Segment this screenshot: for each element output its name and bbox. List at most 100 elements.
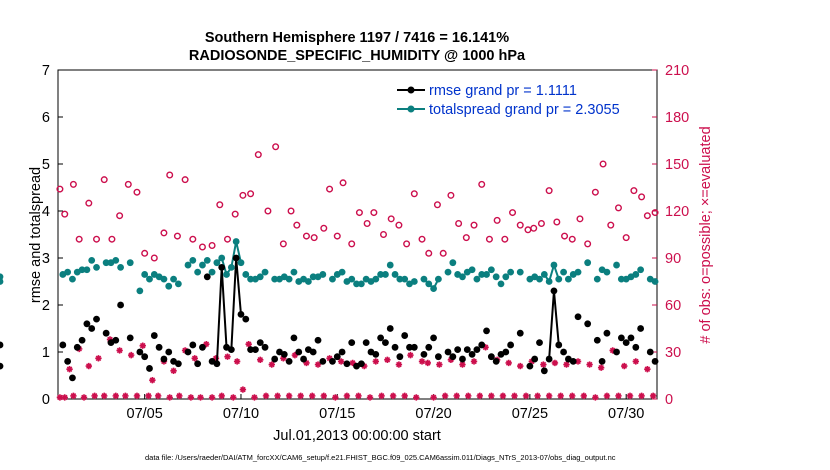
spread-point [174, 280, 182, 288]
y-tick-label-left: 2 [42, 298, 50, 314]
spread-point [319, 271, 327, 278]
y-tick-label-left: 5 [42, 157, 50, 173]
obs-possible-marker [166, 171, 174, 179]
spread-point [536, 275, 543, 283]
obs-evaluated-marker [80, 394, 88, 401]
obs-evaluated-marker [424, 359, 432, 367]
obs-evaluated-marker [545, 392, 553, 400]
spread-point [478, 271, 486, 278]
rmse-point [319, 358, 327, 365]
obs-evaluated-marker [430, 394, 437, 401]
obs-possible-marker [85, 199, 93, 207]
obs-evaluated-marker [551, 359, 559, 367]
obs-possible-marker [651, 209, 659, 217]
rmse-point [357, 360, 365, 368]
obs-possible-marker [553, 218, 561, 226]
rmse-point [232, 254, 240, 262]
spread-point [218, 254, 226, 262]
legend: rmse grand pr = 1.1111 totalspread grand… [397, 83, 620, 118]
obs-evaluated-marker [372, 358, 379, 365]
spread-point [184, 261, 192, 269]
rmse-point [218, 264, 226, 271]
rmse-point [117, 301, 124, 309]
obs-evaluated-marker [291, 351, 299, 359]
obs-possible-marker [643, 212, 651, 220]
obs-evaluated-marker [649, 392, 657, 400]
spread-point [165, 282, 173, 290]
spread-point [613, 261, 620, 269]
spread-point [430, 285, 437, 292]
rmse-point [507, 341, 515, 349]
obs-possible-marker [320, 224, 328, 232]
footnote: data file: /Users/raeder/DAI/ATM_forcXX/… [145, 453, 616, 462]
spread-point [102, 259, 110, 267]
rmse-point [252, 346, 259, 354]
obs-evaluated-marker [459, 361, 466, 368]
obs-evaluated-marker [378, 392, 385, 400]
spread-point [93, 264, 100, 271]
plot-frame [57, 69, 658, 400]
obs-evaluated-marker [332, 394, 339, 401]
spread-point [550, 261, 558, 269]
x-tick-label: 07/10 [223, 406, 259, 422]
rmse-point [502, 348, 510, 356]
obs-evaluated-marker [626, 392, 634, 400]
rmse-point [165, 348, 173, 356]
spread-point [64, 268, 72, 276]
obs-evaluated-marker [580, 392, 588, 400]
obs-possible-marker [333, 232, 341, 240]
rmse-point [487, 353, 495, 361]
obs-evaluated-marker [320, 392, 327, 400]
obs-possible-marker [287, 207, 295, 215]
spread-point [304, 278, 312, 285]
obs-possible-marker [462, 234, 470, 242]
obs-possible-marker [485, 235, 493, 243]
obs-evaluated-marker [355, 392, 362, 400]
rmse-point [160, 355, 168, 363]
obs-possible-marker [181, 176, 189, 184]
spread-point [483, 271, 490, 278]
rmse-point [574, 313, 582, 321]
chart-subtitle: RADIOSONDE_SPECIFIC_HUMIDITY @ 1000 hPa [189, 48, 526, 64]
obs-evaluated-marker [349, 359, 356, 367]
spread-point [632, 271, 640, 278]
spread-point [410, 278, 418, 285]
rmse-point [377, 334, 385, 342]
obs-evaluated-marker [418, 358, 426, 365]
rmse-point [420, 350, 428, 358]
spread-point [386, 261, 394, 269]
obs-evaluated-marker [592, 394, 599, 401]
obs-evaluated-marker [149, 377, 156, 384]
rmse-point [492, 358, 500, 365]
rmse-point [646, 348, 654, 356]
rmse-point [136, 348, 144, 356]
obs-evaluated-marker [621, 362, 628, 370]
spread-point [593, 275, 601, 283]
x-tick-label: 07/25 [512, 406, 548, 422]
spread-point [78, 266, 86, 274]
obs-evaluated-marker [603, 392, 611, 400]
rmse-point [78, 336, 86, 344]
spread-point [194, 268, 202, 276]
spread-point [492, 273, 500, 281]
obs-evaluated-marker [230, 394, 237, 401]
spread-point [256, 273, 264, 281]
rmse-point [194, 360, 202, 368]
rmse-point [372, 350, 380, 358]
y-axis-label-left: rmse and totalspread [28, 167, 44, 303]
obs-evaluated-marker [245, 340, 252, 348]
y-tick-label-left: 0 [42, 392, 50, 408]
spread-point [242, 271, 250, 278]
spread-point [126, 259, 134, 267]
rmse-point [348, 339, 356, 346]
obs-possible-marker [326, 185, 334, 193]
spread-point [88, 256, 96, 264]
y-tick-label-left: 3 [42, 251, 50, 267]
rmse-point [386, 325, 394, 332]
obs-evaluated-marker [384, 356, 391, 364]
obs-evaluated-marker [116, 347, 123, 354]
obs-evaluated-marker [70, 392, 77, 400]
obs-evaluated-marker [569, 392, 576, 400]
obs-possible-marker [537, 220, 545, 228]
